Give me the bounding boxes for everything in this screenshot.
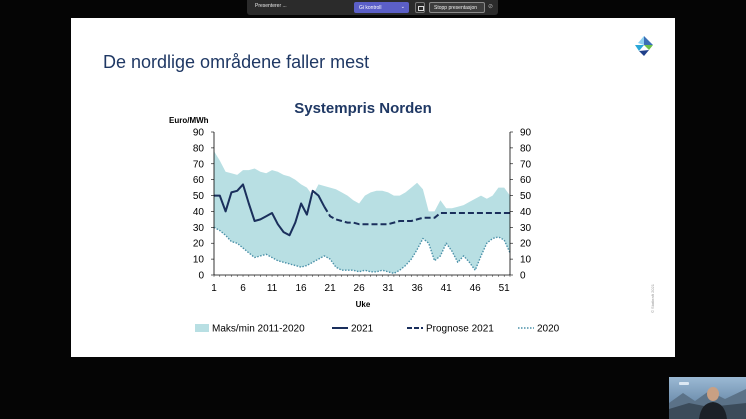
x-tick-label: 11 <box>267 283 278 294</box>
y-tick-label-left: 20 <box>193 239 205 250</box>
x-tick-label: 6 <box>240 283 246 294</box>
series-line-2020 <box>213 226 511 275</box>
band-area-maks-min <box>214 151 510 274</box>
y-tick-label-left: 40 <box>193 207 205 218</box>
y-tick-label-left: 90 <box>193 128 205 139</box>
webcam-scene-icon <box>669 382 746 419</box>
take-control-button[interactable]: Gi kontroll ⌄ <box>354 2 409 13</box>
legend-label-prognose-2021: Prognose 2021 <box>426 324 494 335</box>
webcam-video-feed <box>669 377 746 419</box>
statkraft-logo-icon <box>635 36 653 56</box>
y-tick-label-right: 0 <box>520 271 526 282</box>
stop-presenting-button[interactable]: Stopp presentasjon <box>429 2 485 13</box>
y-tick-label-right: 60 <box>520 175 532 186</box>
legend-label-maks-min-2011-2020: Maks/min 2011-2020 <box>212 324 305 335</box>
series-line-prognose-2021 <box>323 206 510 226</box>
legend-label-2021: 2021 <box>351 324 374 335</box>
x-tick-label: 31 <box>383 283 395 294</box>
presentation-slide: De nordlige områdene faller mest Systemp… <box>71 18 675 357</box>
y-tick-label-right: 40 <box>520 207 532 218</box>
x-axis-label: Uke <box>356 300 371 309</box>
y-axis-label: Euro/MWh <box>169 116 209 125</box>
presenting-label: Presenterer ... <box>255 3 287 9</box>
y-tick-label-right: 70 <box>520 159 532 170</box>
x-tick-label: 36 <box>412 283 424 294</box>
y-tick-label-right: 30 <box>520 223 532 234</box>
y-tick-label-left: 50 <box>193 191 205 202</box>
chevron-down-icon: ⌄ <box>400 4 405 10</box>
stop-presenting-label: Stopp presentasjon <box>434 5 478 11</box>
y-tick-label-left: 0 <box>198 271 204 282</box>
y-tick-label-right: 80 <box>520 143 532 154</box>
x-tick-label: 51 <box>499 283 511 294</box>
chart-title: Systempris Norden <box>294 100 432 117</box>
series-line-2021 <box>214 183 326 237</box>
y-tick-label-left: 80 <box>193 143 205 154</box>
y-tick-label-left: 10 <box>193 255 205 266</box>
y-tick-label-right: 50 <box>520 191 532 202</box>
x-tick-label: 21 <box>325 283 337 294</box>
x-tick-label: 46 <box>470 283 482 294</box>
x-tick-label: 41 <box>441 283 453 294</box>
y-tick-label-right: 10 <box>520 255 532 266</box>
y-tick-label-right: 20 <box>520 239 532 250</box>
x-tick-label: 1 <box>211 283 217 294</box>
x-tick-label: 16 <box>295 283 307 294</box>
x-tick-label: 26 <box>354 283 366 294</box>
copyright-text: © Statkraft 2021 <box>650 284 655 313</box>
y-tick-label-right: 90 <box>520 128 532 139</box>
presenting-toolbar: Presenterer ... Gi kontroll ⌄ Stopp pres… <box>247 0 498 15</box>
y-tick-label-left: 60 <box>193 175 205 186</box>
share-screen-button[interactable] <box>415 2 425 13</box>
pin-icon[interactable]: ⊘ <box>488 4 494 10</box>
take-control-label: Gi kontroll <box>359 5 382 11</box>
legend-label-2020: 2020 <box>537 324 560 335</box>
y-tick-label-left: 30 <box>193 223 205 234</box>
slide-title: De nordlige områdene faller mest <box>103 52 370 72</box>
legend-swatch-maks-min-2011-2020 <box>195 324 209 332</box>
y-tick-label-left: 70 <box>193 159 205 170</box>
screen-icon <box>418 6 424 11</box>
